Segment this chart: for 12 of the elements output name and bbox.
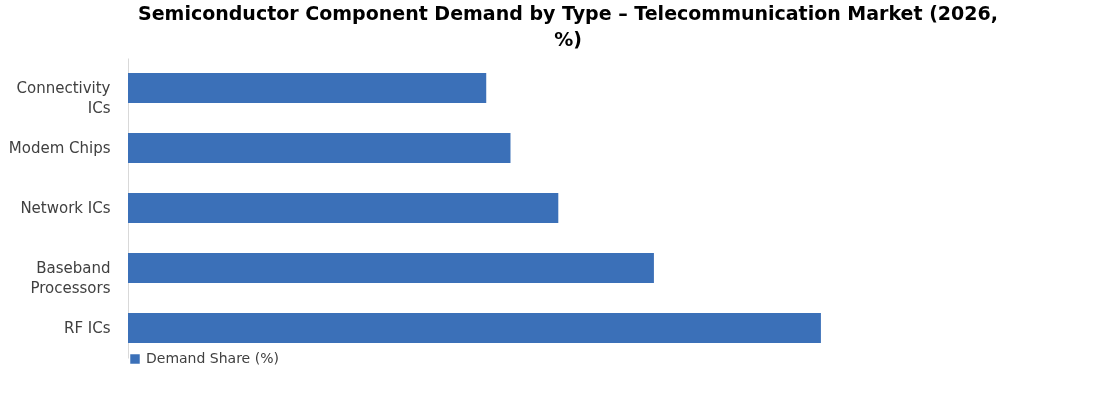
y-tick-label: RF ICs — [63, 319, 111, 337]
y-tick-label: Network ICs — [20, 199, 111, 217]
legend-label: Demand Share (%) — [146, 350, 279, 366]
y-tick-label: Connectivity ICs — [16, 79, 111, 117]
chart-title: Semiconductor Component Demand by Type – Telecommunication Market (2026, %) — [138, 2, 998, 50]
y-tick-label: Modem Chips — [8, 139, 111, 157]
y-tick-label: Baseband Processors — [30, 259, 111, 297]
bar — [128, 313, 821, 343]
bar — [128, 193, 559, 223]
bar — [128, 73, 487, 103]
bar — [128, 253, 654, 283]
bar — [128, 133, 511, 163]
